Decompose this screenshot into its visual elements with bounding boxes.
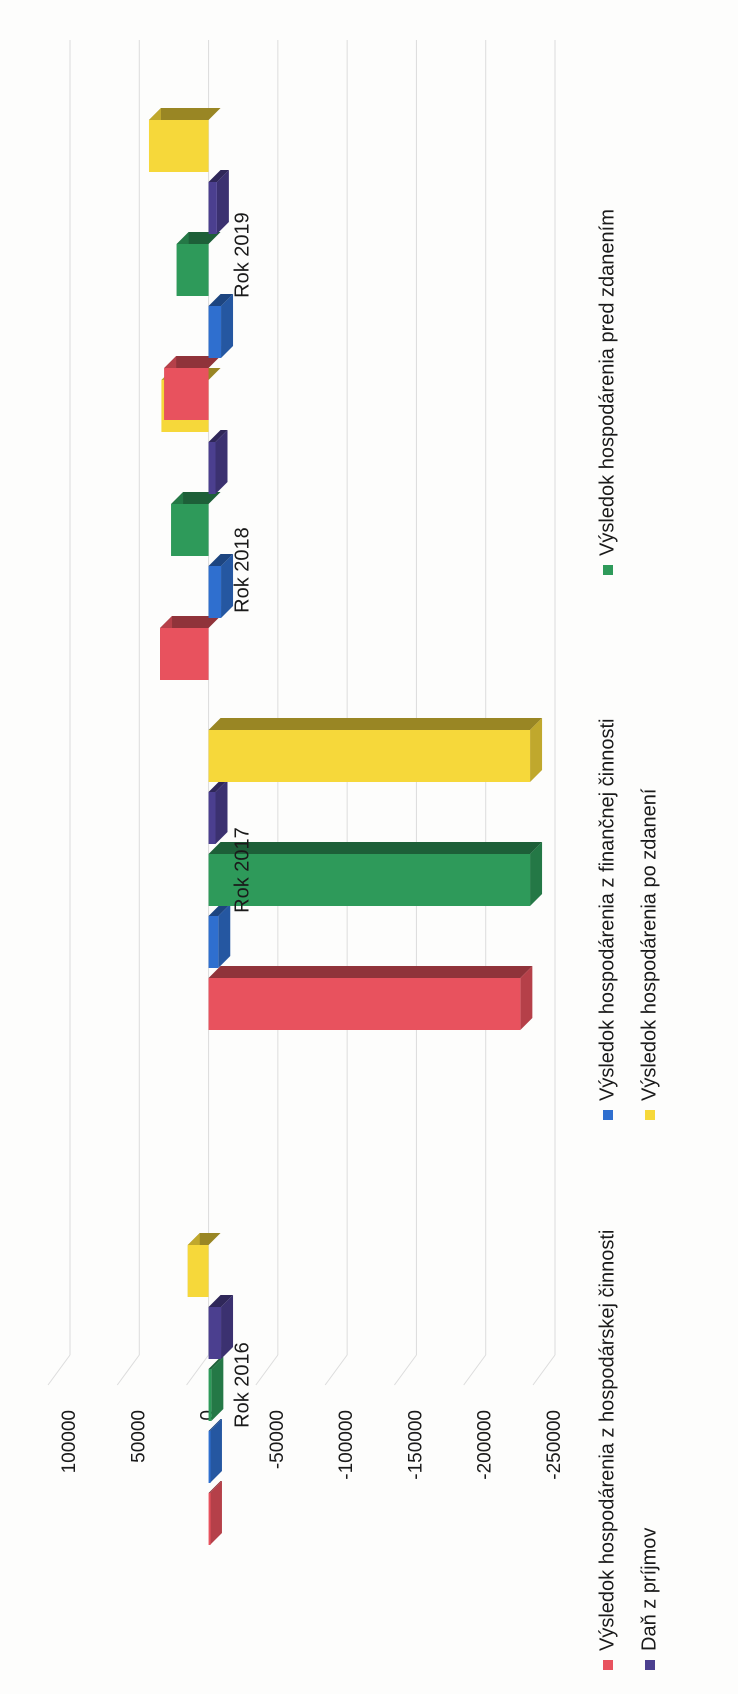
gridline [532,40,556,1386]
category-label: Rok 2016 [231,1342,253,1428]
y-tick-label: -250000 [544,1410,565,1480]
bar [208,780,228,844]
category-label: Rok 2018 [231,527,253,613]
legend-item: Daň z príjmov [638,1528,660,1670]
y-tick-label: -150000 [405,1410,426,1480]
gridline [463,40,487,1386]
gridline [255,40,279,1386]
y-tick-label: 0 [198,1410,219,1421]
gridline [47,40,71,1386]
bar [208,842,543,906]
gridline [394,40,417,1386]
bar [176,232,221,296]
legend: Výsledok hospodárenia z hospodárskej čin… [596,209,660,1670]
y-tick-label: -100000 [336,1410,357,1480]
y-axis-tick-labels: 100000 50000 0 -50000 -100000 -150000 -200000 -… [59,1410,565,1480]
legend-item: Výsledok hospodárenia po zdanení [638,788,660,1120]
chart-plot-area: 100000 50000 0 -50000 -100000 -150000 -200000 -… [47,40,660,1670]
bar [160,616,221,680]
bar [208,430,228,494]
bar [208,1419,222,1483]
legend-item: Výsledok hospodárenia z hospodárskej čin… [596,1230,618,1670]
bar [187,1233,221,1297]
bar [148,108,221,172]
category-label: Rok 2019 [231,212,253,298]
y-tick-label: 50000 [128,1410,149,1463]
category-labels: Rok 2016 Rok 2017 Rok 2018 Rok 2019 [231,212,253,1428]
legend-swatch [603,1660,613,1670]
bar [164,356,221,420]
bar [208,904,231,968]
y-tick-label: 100000 [59,1410,80,1473]
gridline [116,40,140,1386]
bars [148,108,543,1545]
legend-swatch [603,1110,613,1120]
bar [208,554,234,618]
legend-label: Výsledok hospodárenia pred zdanením [596,209,618,556]
legend-swatch [645,1110,655,1120]
legend-label: Daň z príjmov [638,1528,660,1651]
y-tick-label: -200000 [475,1410,496,1480]
gridline [324,40,348,1386]
bar [171,492,221,556]
legend-swatch [603,565,613,575]
category-label: Rok 2017 [231,827,253,913]
y-tick-label: -50000 [267,1410,288,1469]
bar [208,966,533,1030]
gridlines [47,40,556,1386]
bar [208,718,543,782]
legend-label: Výsledok hospodárenia z finančnej činnos… [596,719,618,1101]
legend-swatch [645,1660,655,1670]
bar [208,170,229,234]
legend-label: Výsledok hospodárenia po zdanení [638,788,660,1101]
bar [208,1357,224,1421]
bar [208,1295,234,1359]
legend-item: Výsledok hospodárenia z finančnej činnos… [596,719,618,1120]
legend-item: Výsledok hospodárenia pred zdanením [596,209,618,575]
legend-label: Výsledok hospodárenia z hospodárskej čin… [596,1230,618,1651]
bar [208,294,234,358]
bar [208,1481,222,1545]
